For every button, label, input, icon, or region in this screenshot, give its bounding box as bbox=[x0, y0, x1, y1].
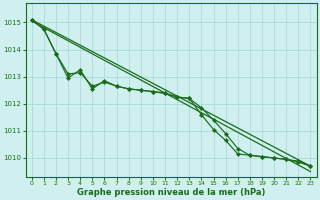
X-axis label: Graphe pression niveau de la mer (hPa): Graphe pression niveau de la mer (hPa) bbox=[77, 188, 265, 197]
